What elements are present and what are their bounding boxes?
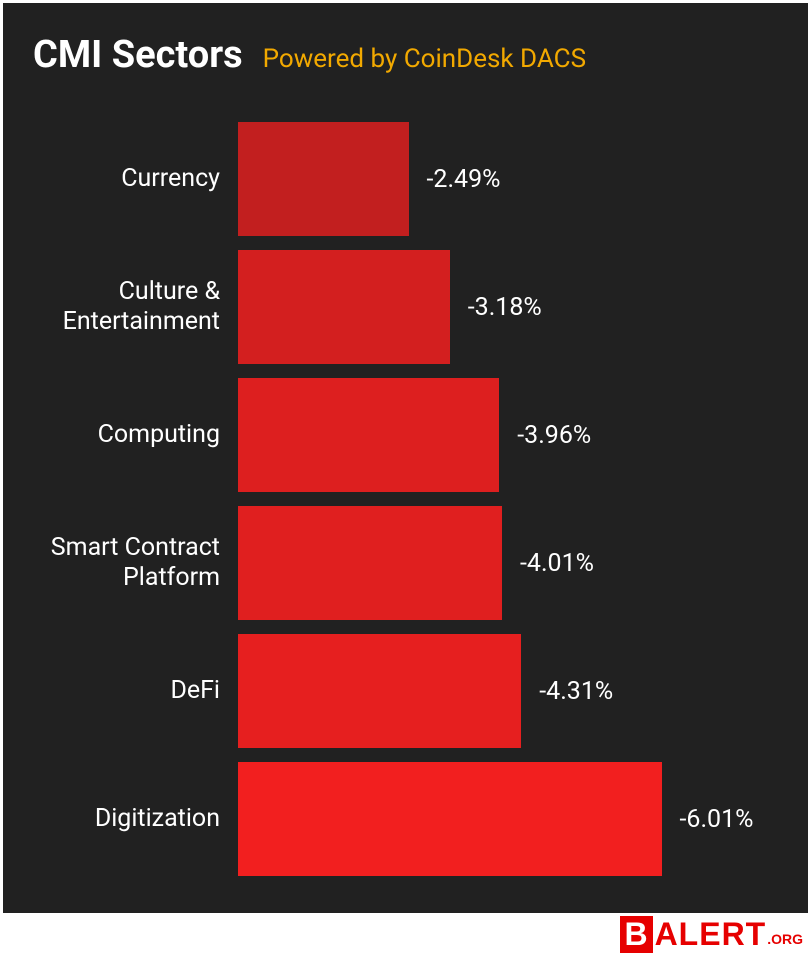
bar-value: -2.49%	[409, 122, 501, 236]
bar-label: Culture & Entertainment	[23, 250, 238, 364]
watermark-org: .ORG	[766, 923, 803, 947]
bar-value: -4.31%	[521, 634, 613, 748]
chart-subtitle: Powered by CoinDesk DACS	[263, 44, 586, 74]
bar-track: -3.96%	[238, 378, 788, 492]
bar	[238, 378, 499, 492]
bar-row: DeFi -4.31%	[23, 634, 788, 748]
bar	[238, 122, 409, 236]
bar-track: -4.31%	[238, 634, 788, 748]
bar-value: -3.18%	[450, 250, 542, 364]
bar-track: -6.01%	[238, 762, 788, 876]
bar-row: Culture & Entertainment -3.18%	[23, 250, 788, 364]
bar-value: -3.96%	[499, 378, 591, 492]
bar	[238, 506, 502, 620]
bar-track: -3.18%	[238, 250, 788, 364]
bar-row: Computing -3.96%	[23, 378, 788, 492]
bar-value: -6.01%	[662, 762, 754, 876]
bar-value: -4.01%	[502, 506, 594, 620]
bar	[238, 634, 521, 748]
bar-track: -2.49%	[238, 122, 788, 236]
chart-title: CMI Sectors	[33, 33, 243, 77]
chart-area: Currency -2.49% Culture & Entertainment -3.…	[23, 122, 788, 876]
bar	[238, 762, 662, 876]
bar	[238, 250, 450, 364]
chart-container: CMI Sectors Powered by CoinDesk DACS Cur…	[3, 3, 808, 913]
bar-label: Currency	[23, 122, 238, 236]
bar-track: -4.01%	[238, 506, 788, 620]
watermark-alert: ALERT	[653, 916, 767, 953]
bar-label: Computing	[23, 378, 238, 492]
watermark-b: B	[620, 916, 652, 953]
bar-label: Digitization	[23, 762, 238, 876]
watermark: B ALERT .ORG	[620, 916, 803, 953]
bar-row: Smart Contract Platform -4.01%	[23, 506, 788, 620]
bar-row: Digitization -6.01%	[23, 762, 788, 876]
bar-row: Currency -2.49%	[23, 122, 788, 236]
chart-header: CMI Sectors Powered by CoinDesk DACS	[23, 33, 788, 77]
bar-label: DeFi	[23, 634, 238, 748]
bar-label: Smart Contract Platform	[23, 506, 238, 620]
